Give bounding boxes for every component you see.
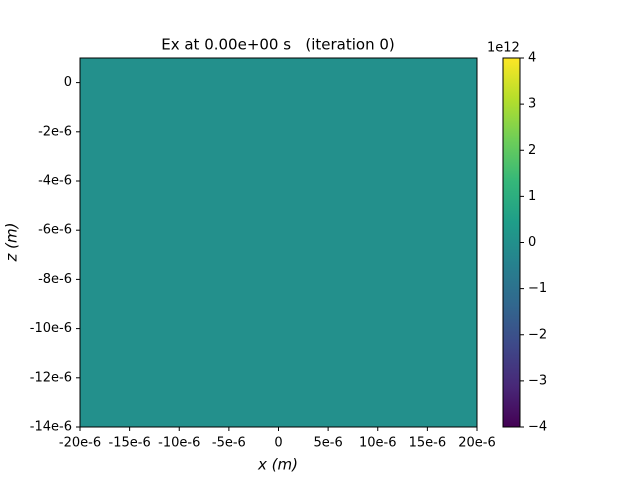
x-tick-label: -20e-6: [59, 436, 101, 451]
y-tick-label: -4e-6: [38, 174, 72, 189]
chart-title: Ex at 0.00e+00 s (iteration 0): [161, 36, 395, 54]
x-axis-label: x (m): [257, 456, 298, 474]
heatmap-cell: [80, 58, 477, 427]
x-tick-label: -10e-6: [158, 436, 200, 451]
colorbar-tick-label: 4: [528, 51, 536, 66]
y-tick-label: -6e-6: [38, 223, 72, 238]
colorbar-tick-label: 3: [528, 97, 536, 112]
x-tick-label: 5e-6: [314, 436, 343, 451]
y-tick-label: 0: [64, 75, 72, 90]
x-tick-label: -5e-6: [212, 436, 246, 451]
x-tick-label: 10e-6: [359, 436, 397, 451]
y-tick-label: -8e-6: [38, 272, 72, 287]
x-tick-label: 0: [274, 436, 282, 451]
colorbar-tick-label: −4: [528, 420, 547, 435]
colorbar: [502, 57, 521, 428]
x-tick-label: 15e-6: [409, 436, 447, 451]
colorbar-tick-label: 1: [528, 189, 536, 204]
colorbar-tick-label: −3: [528, 373, 547, 388]
colorbar-tick-label: −1: [528, 281, 547, 296]
colorbar-tick-label: 0: [528, 235, 536, 250]
colorbar-offset: 1e12: [487, 41, 520, 56]
y-tick-label: -12e-6: [30, 370, 72, 385]
colorbar-tick-label: 2: [528, 143, 536, 158]
y-tick-label: -2e-6: [38, 124, 72, 139]
x-tick-label: 20e-6: [458, 436, 496, 451]
x-tick-label: -15e-6: [109, 436, 151, 451]
y-tick-label: -10e-6: [30, 321, 72, 336]
y-tick-label: -14e-6: [30, 420, 72, 435]
y-axis-label: z (m): [3, 223, 21, 263]
colorbar-tick-label: −2: [528, 327, 547, 342]
